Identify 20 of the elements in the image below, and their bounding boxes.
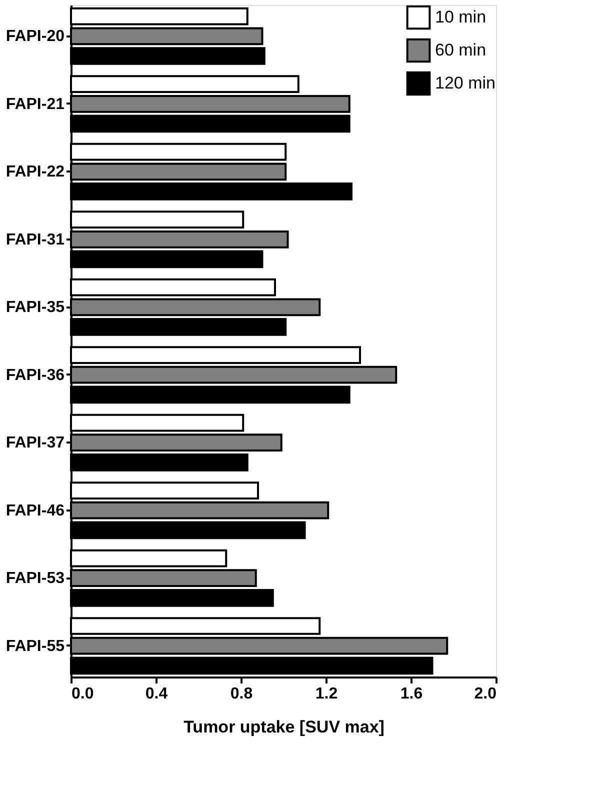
- y-tick-label: FAPI-36: [6, 366, 65, 384]
- y-tick-label: FAPI-22: [6, 164, 65, 181]
- x-axis-title: Tumor uptake [SUV max]: [184, 718, 384, 736]
- legend-label: 120 min: [435, 74, 496, 92]
- legend-label: 60 min: [435, 40, 486, 60]
- y-tick-label: FAPI-21: [6, 96, 65, 113]
- y-tick-label: FAPI-35: [6, 299, 65, 316]
- x-tick-label: 1.6: [400, 686, 423, 702]
- y-tick-label: FAPI-55: [6, 638, 65, 655]
- y-tick-label: FAPI-53: [6, 570, 65, 588]
- x-tick-label: 1.2: [315, 686, 338, 702]
- legend-label: 10 min: [435, 8, 486, 26]
- x-tick-label: 2.0: [474, 686, 497, 702]
- x-tick-label: 0.4: [145, 686, 168, 702]
- y-tick-label: FAPI-20: [6, 28, 65, 46]
- y-tick-label: FAPI-31: [6, 231, 65, 248]
- y-tick-label: FAPI-46: [6, 502, 65, 520]
- x-tick-label: 0.0: [72, 686, 94, 702]
- x-tick-label: 0.8: [230, 686, 253, 702]
- y-tick-label: FAPI-37: [6, 434, 65, 452]
